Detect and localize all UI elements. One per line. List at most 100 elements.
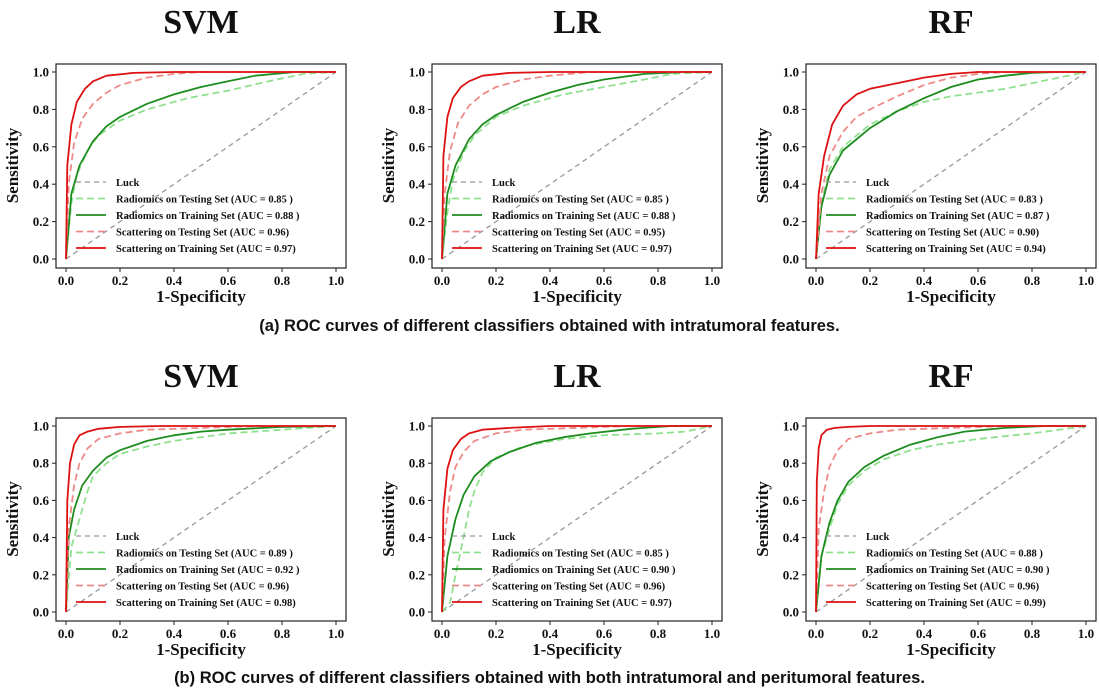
legend-entry: Luck xyxy=(116,532,140,543)
x-tick-label: 0.6 xyxy=(970,626,987,641)
series-line-scattering-testing xyxy=(815,425,1086,613)
y-tick-label: 1.0 xyxy=(409,65,425,80)
legend-entry: Radiomics on Training Set (AUC = 0.90 ) xyxy=(866,565,1050,576)
series-line-scattering-training xyxy=(65,425,336,613)
series-line-luck xyxy=(65,425,337,613)
x-tick-label: 0.4 xyxy=(166,273,183,288)
y-tick-label: 0.0 xyxy=(783,252,799,267)
x-tick-label: 0.4 xyxy=(542,626,559,641)
x-tick-label: 0.4 xyxy=(542,273,559,288)
plot-frame xyxy=(805,417,1097,622)
legend-entry: Luck xyxy=(866,532,890,543)
y-tick-label: 0.0 xyxy=(409,252,425,267)
plot-frame xyxy=(55,417,347,622)
series-line-luck xyxy=(65,71,337,260)
series-line-luck xyxy=(441,425,713,613)
series-line-scattering-testing xyxy=(65,71,336,260)
legend-entry: Radiomics on Training Set (AUC = 0.90 ) xyxy=(492,565,676,576)
y-axis-label: Sensitivity xyxy=(379,127,398,203)
legend-entry: Scattering on Training Set (AUC = 0.99) xyxy=(866,598,1046,609)
series-line-radiomics-testing xyxy=(815,71,1087,260)
series-line-scattering-training xyxy=(65,71,336,260)
y-tick-label: 0.8 xyxy=(409,102,426,117)
roc-panel-a-lr: LR 0.0 0.0 0.2 0.2 0.4 0.4 0.6 0.6 0.8 0.8 1.0 1.0 1-… xyxy=(379,4,723,306)
series-line-luck xyxy=(441,71,713,260)
x-tick-label: 0.0 xyxy=(434,626,450,641)
x-tick-label: 1.0 xyxy=(704,626,720,641)
legend-entry: Radiomics on Testing Set (AUC = 0.88 ) xyxy=(866,549,1043,560)
legend-entry: Radiomics on Training Set (AUC = 0.87 ) xyxy=(866,211,1050,222)
series-line-radiomics-training xyxy=(441,425,712,613)
plot-frame xyxy=(431,417,723,622)
x-axis-label: 1-Specificity xyxy=(532,640,622,659)
y-tick-label: 0.8 xyxy=(33,456,50,471)
y-tick-label: 0.2 xyxy=(33,214,49,229)
caption-a: (a) ROC curves of different classifiers … xyxy=(259,317,840,335)
x-tick-label: 0.6 xyxy=(596,626,613,641)
series-line-scattering-training xyxy=(815,71,1086,260)
y-axis-label: Sensitivity xyxy=(3,481,22,557)
y-tick-label: 0.6 xyxy=(409,139,426,154)
y-tick-label: 0.4 xyxy=(33,177,50,192)
y-tick-label: 0.4 xyxy=(409,530,426,545)
legend-entry: Scattering on Training Set (AUC = 0.97) xyxy=(492,598,672,609)
x-tick-label: 1.0 xyxy=(704,273,720,288)
legend-entry: Radiomics on Testing Set (AUC = 0.89 ) xyxy=(116,549,293,560)
legend-entry: Scattering on Training Set (AUC = 0.98) xyxy=(116,598,296,609)
x-tick-label: 0.4 xyxy=(916,626,933,641)
y-axis-label: Sensitivity xyxy=(753,481,772,557)
series-line-scattering-testing xyxy=(65,425,336,613)
y-tick-label: 0.0 xyxy=(33,605,49,620)
x-tick-label: 0.0 xyxy=(808,273,824,288)
x-tick-label: 1.0 xyxy=(328,626,344,641)
chart-title: SVM xyxy=(163,4,239,41)
y-tick-label: 0.4 xyxy=(33,530,50,545)
x-axis-label: 1-Specificity xyxy=(156,287,246,306)
y-tick-label: 1.0 xyxy=(33,419,49,434)
x-tick-label: 0.8 xyxy=(1024,626,1041,641)
y-tick-label: 0.6 xyxy=(409,493,426,508)
y-tick-label: 0.6 xyxy=(783,493,800,508)
legend-entry: Radiomics on Testing Set (AUC = 0.83 ) xyxy=(866,195,1043,206)
legend-entry: Radiomics on Training Set (AUC = 0.88 ) xyxy=(116,211,300,222)
x-tick-label: 0.8 xyxy=(650,273,667,288)
x-tick-label: 0.6 xyxy=(220,626,237,641)
y-axis-label: Sensitivity xyxy=(379,481,398,557)
y-tick-label: 0.0 xyxy=(409,605,425,620)
y-tick-label: 0.2 xyxy=(409,214,425,229)
chart-title: SVM xyxy=(163,358,239,395)
plot-frame xyxy=(805,63,1097,269)
series-line-scattering-testing xyxy=(815,71,1086,260)
x-tick-label: 0.0 xyxy=(58,626,74,641)
x-tick-label: 0.4 xyxy=(166,626,183,641)
y-tick-label: 0.8 xyxy=(783,456,800,471)
y-tick-label: 1.0 xyxy=(783,65,799,80)
x-tick-label: 0.2 xyxy=(488,626,504,641)
roc-panel-a-rf: RF 0.0 0.0 0.2 0.2 0.4 0.4 0.6 0.6 0.8 0.8 1.0 1.0 1-… xyxy=(753,4,1097,306)
chart-title: RF xyxy=(928,358,973,395)
series-line-radiomics-training xyxy=(65,71,336,260)
series-line-radiomics-training xyxy=(65,425,337,613)
x-axis-label: 1-Specificity xyxy=(532,287,622,306)
legend-entry: Luck xyxy=(866,178,890,189)
x-tick-label: 0.2 xyxy=(862,273,878,288)
x-tick-label: 0.2 xyxy=(112,626,128,641)
y-tick-label: 1.0 xyxy=(783,419,799,434)
x-tick-label: 0.0 xyxy=(808,626,824,641)
legend-entry: Scattering on Testing Set (AUC = 0.96) xyxy=(116,228,290,239)
plot-frame xyxy=(55,63,347,269)
series-line-scattering-testing xyxy=(441,425,712,613)
x-tick-label: 0.8 xyxy=(274,626,291,641)
x-tick-label: 0.2 xyxy=(488,273,504,288)
chart-title: RF xyxy=(928,4,973,41)
legend-entry: Radiomics on Testing Set (AUC = 0.85 ) xyxy=(492,549,669,560)
y-tick-label: 0.4 xyxy=(783,530,800,545)
x-tick-label: 0.4 xyxy=(916,273,933,288)
x-tick-label: 0.0 xyxy=(58,273,74,288)
y-axis-label: Sensitivity xyxy=(3,127,22,203)
series-line-radiomics-testing xyxy=(815,425,1087,613)
chart-title: LR xyxy=(553,4,601,41)
x-tick-label: 0.8 xyxy=(274,273,291,288)
y-tick-label: 0.6 xyxy=(783,139,800,154)
legend-entry: Luck xyxy=(116,178,140,189)
